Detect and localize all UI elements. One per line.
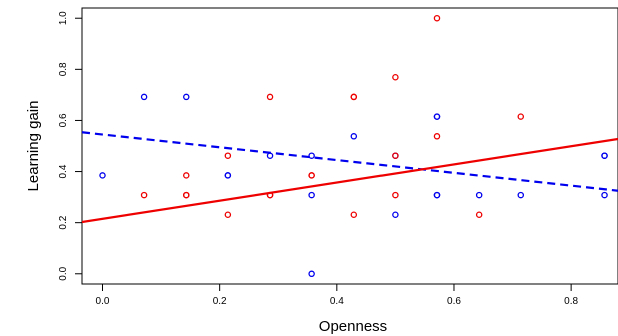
y-tick-label: 0.0 xyxy=(58,266,69,280)
x-tick-label: 0.8 xyxy=(564,296,578,307)
y-tick-label: 0.2 xyxy=(58,215,69,229)
x-tick-label: 0.4 xyxy=(330,296,344,307)
data-point-series-2 xyxy=(392,152,399,159)
y-tick-label: 0.8 xyxy=(58,62,69,76)
fit-line-series-1 xyxy=(82,131,618,192)
data-point-series-2 xyxy=(517,113,525,120)
y-axis: 0.0 0.2 0.4 0.6 0.8 1.0 xyxy=(58,11,82,281)
x-tick-label: 0.6 xyxy=(447,296,461,307)
plot-area xyxy=(82,14,618,278)
data-point-series-2 xyxy=(475,211,483,218)
data-point-series-1 xyxy=(266,152,274,159)
data-point-series-2 xyxy=(224,152,232,159)
data-point-series-2 xyxy=(183,191,190,199)
y-tick-label: 1.0 xyxy=(58,11,69,25)
fit-line-series-2 xyxy=(82,137,618,224)
data-point-series-2 xyxy=(350,93,358,101)
y-tick-label: 0.4 xyxy=(58,164,69,178)
data-point-series-1 xyxy=(99,172,106,179)
data-point-series-2 xyxy=(350,211,358,218)
x-tick-label: 0.0 xyxy=(96,296,110,307)
data-point-series-2 xyxy=(392,191,399,199)
data-point-series-1 xyxy=(224,172,232,179)
data-point-series-1 xyxy=(433,191,441,199)
data-point-series-2 xyxy=(183,172,190,179)
x-axis-label: Openness xyxy=(319,318,387,335)
data-point-series-2 xyxy=(308,172,315,179)
data-point-series-2 xyxy=(140,191,148,199)
data-point-series-1 xyxy=(601,191,608,199)
data-point-series-1 xyxy=(475,191,483,199)
x-tick-label: 0.2 xyxy=(213,296,227,307)
data-point-series-2 xyxy=(392,74,399,81)
points-layer xyxy=(99,14,608,278)
y-tick-label: 0.6 xyxy=(58,113,69,127)
x-axis: 0.0 0.2 0.4 0.6 0.8 xyxy=(96,284,579,307)
data-point-series-1 xyxy=(433,113,441,120)
data-point-series-2 xyxy=(224,211,232,218)
y-axis-label: Learning gain xyxy=(25,101,42,192)
data-point-series-2 xyxy=(433,133,441,140)
data-point-series-1 xyxy=(183,93,190,101)
fit-lines-layer xyxy=(82,131,618,224)
data-point-series-1 xyxy=(601,152,608,159)
data-point-series-1 xyxy=(308,152,315,159)
plot-frame xyxy=(81,7,618,285)
data-point-series-1 xyxy=(392,211,399,218)
data-point-series-2 xyxy=(433,14,441,22)
data-point-series-2 xyxy=(266,93,274,101)
data-point-series-1 xyxy=(308,191,315,199)
data-point-series-1 xyxy=(140,93,148,101)
data-point-series-1 xyxy=(308,270,315,278)
data-point-series-1 xyxy=(350,133,358,140)
data-point-series-1 xyxy=(517,191,525,199)
